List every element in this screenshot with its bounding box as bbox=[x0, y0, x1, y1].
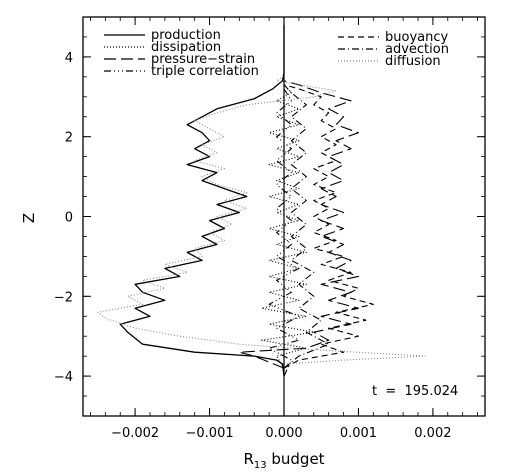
x-axis-label: R13 budget bbox=[243, 450, 324, 471]
legend: productiondissipationpressure−straintrip… bbox=[104, 28, 449, 79]
time-annotation: t = 195.024 bbox=[372, 384, 458, 399]
x-axis-label-rest: budget bbox=[267, 450, 325, 468]
y-tick-label: 0 bbox=[65, 211, 73, 226]
series-line-pressure-strain bbox=[238, 80, 359, 369]
x-tick-label: 0.000 bbox=[265, 426, 302, 441]
y-tick-label: −2 bbox=[54, 290, 73, 305]
legend-label-dissipation: dissipation bbox=[151, 40, 221, 55]
legend-label-advection: advection bbox=[385, 42, 449, 57]
y-axis-label: Z bbox=[20, 213, 38, 223]
series-line-triple-correlation bbox=[268, 88, 300, 377]
series-line-diffusion bbox=[97, 76, 426, 365]
x-axis-label-subscript: 13 bbox=[254, 460, 267, 471]
x-axis-ticks: −0.002 −0.001 0.000 0.001 0.002 bbox=[90, 17, 478, 441]
y-tick-label: −4 bbox=[54, 370, 73, 385]
x-tick-label: −0.002 bbox=[111, 426, 159, 441]
x-tick-label: −0.001 bbox=[186, 426, 234, 441]
series-line-dissipation bbox=[261, 84, 315, 369]
legend-label-diffusion: diffusion bbox=[385, 54, 441, 69]
series-layer bbox=[97, 25, 426, 377]
x-tick-label: 0.002 bbox=[414, 426, 451, 441]
y-axis-ticks: −4 −2 0 2 4 bbox=[54, 16, 485, 417]
legend-label-buoyancy: buoyancy bbox=[385, 30, 448, 45]
legend-label-pressure-strain: pressure−strain bbox=[151, 52, 255, 67]
legend-label-production: production bbox=[151, 28, 221, 43]
legend-label-triple-correlation: triple correlation bbox=[151, 64, 259, 79]
x-axis-label-main: R bbox=[243, 450, 253, 468]
series-line-buoyancy bbox=[283, 84, 374, 369]
y-tick-label: 2 bbox=[65, 131, 73, 146]
y-tick-label: 4 bbox=[65, 51, 73, 66]
x-tick-label: 0.001 bbox=[340, 426, 377, 441]
